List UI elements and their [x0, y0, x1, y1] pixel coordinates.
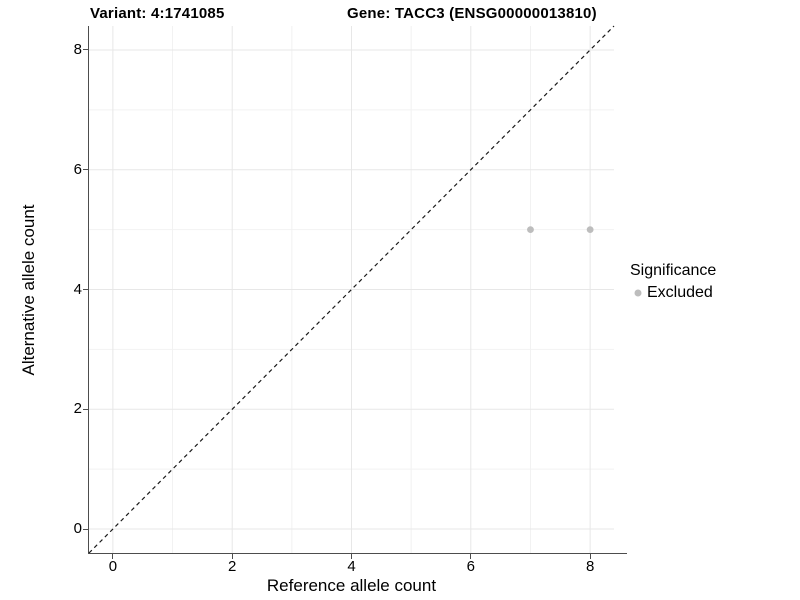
y-tick-mark [83, 289, 88, 290]
data-point [527, 226, 534, 234]
y-tick-label: 0 [73, 520, 82, 538]
legend-entry: Excluded [630, 284, 795, 302]
y-tick-label: 2 [73, 400, 82, 418]
y-tick-mark [83, 169, 88, 171]
identity-reference-line [88, 25, 615, 554]
y-axis-title-text: Alternative allele count [19, 204, 38, 376]
legend: Significance Excluded [630, 262, 795, 302]
y-tick-mark [83, 408, 88, 410]
legend-entry-label: Excluded [647, 284, 713, 301]
x-axis-line [88, 553, 627, 554]
plot-canvas [88, 25, 615, 554]
x-tick-label: 4 [347, 558, 356, 575]
x-tick-label: 0 [108, 558, 118, 575]
plot-title-gene: Gene: TACC3 (ENSG00000013810) [347, 5, 597, 22]
y-axis-line [88, 26, 89, 554]
y-tick-mark [83, 528, 88, 530]
y-tick-label: 4 [73, 280, 82, 298]
x-tick-label: 6 [466, 558, 475, 575]
legend-entries: Excluded [630, 284, 795, 302]
y-tick-mark [83, 49, 88, 51]
x-axis-title: Reference allele count [266, 576, 437, 595]
legend-title: Significance [630, 262, 717, 279]
y-tick-label: 8 [73, 40, 82, 58]
x-tick-mark [231, 554, 233, 559]
plot-panel [88, 25, 615, 554]
x-tick-mark [112, 554, 114, 559]
x-tick-label: 8 [585, 558, 595, 575]
point-icon [634, 289, 641, 297]
y-tick-label: 6 [73, 160, 82, 178]
x-tick-label: 2 [228, 558, 237, 575]
plot-title-variant: Variant: 4:1741085 [90, 5, 225, 22]
x-tick-mark [470, 554, 472, 559]
x-tick-mark [351, 554, 352, 559]
data-point [586, 226, 594, 234]
x-tick-mark [589, 554, 591, 559]
legend-key-dot-icon [630, 286, 645, 301]
